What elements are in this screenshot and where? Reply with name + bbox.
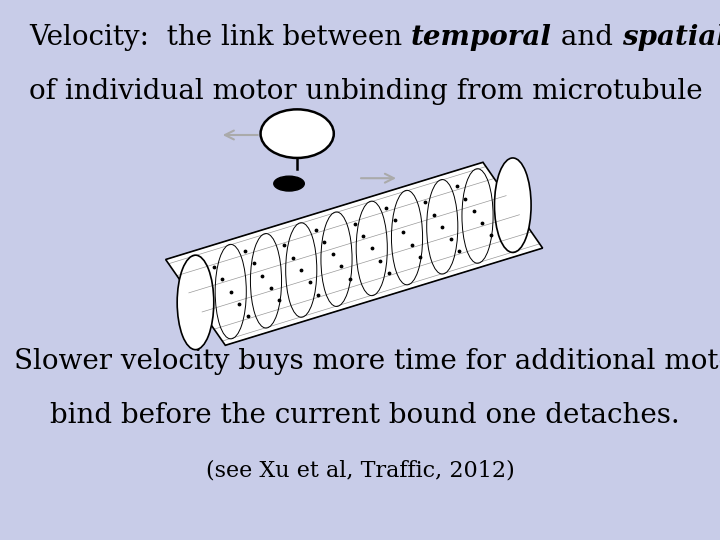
Text: Velocity:  the link between: Velocity: the link between: [29, 24, 411, 51]
Ellipse shape: [274, 176, 305, 191]
Circle shape: [261, 109, 334, 158]
Ellipse shape: [177, 255, 214, 350]
Text: Slower velocity buys more time for additional motor to: Slower velocity buys more time for addit…: [14, 348, 720, 375]
Text: spatial: spatial: [621, 24, 720, 51]
Polygon shape: [166, 163, 543, 345]
Text: (see Xu et al, Traffic, 2012): (see Xu et al, Traffic, 2012): [206, 459, 514, 481]
Text: and: and: [552, 24, 621, 51]
Text: temporal: temporal: [411, 24, 552, 51]
Text: of individual motor unbinding from microtubule: of individual motor unbinding from micro…: [29, 78, 703, 105]
Ellipse shape: [495, 158, 531, 252]
Text: bind before the current bound one detaches.: bind before the current bound one detach…: [50, 402, 680, 429]
